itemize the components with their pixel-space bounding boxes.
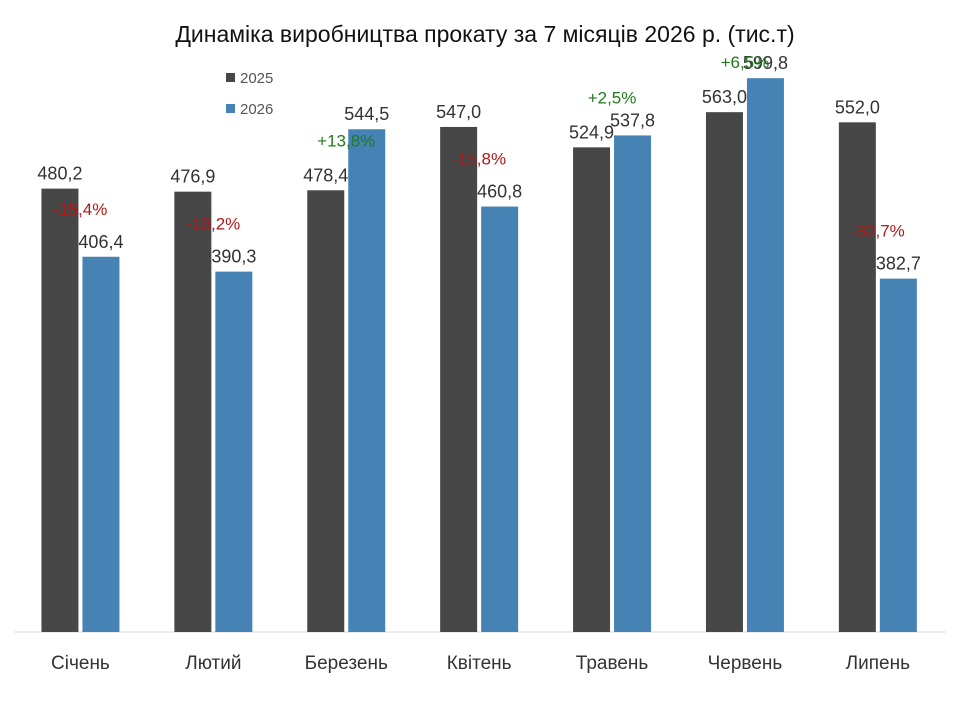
change-label-2: +13,8%: [317, 131, 375, 150]
legend-swatch-2025: [226, 73, 235, 82]
change-label-3: -15,8%: [452, 150, 506, 169]
category-label-3: Квітень: [447, 653, 512, 674]
legend: 2025 2026: [226, 70, 273, 118]
value-label-2025-4: 524,9: [569, 122, 614, 142]
bar-2025-4: [573, 147, 611, 632]
value-label-2025-0: 480,2: [37, 164, 82, 184]
bar-2026-6: [879, 278, 917, 632]
bar-2025-5: [705, 112, 743, 632]
value-label-2026-2: 544,5: [344, 104, 389, 124]
value-label-2026-5: 599,8: [743, 53, 788, 73]
category-label-0: Січень: [51, 653, 110, 674]
category-label-2: Березень: [305, 653, 388, 674]
bar-2026-4: [614, 135, 652, 632]
bar-2026-3: [481, 206, 519, 632]
bar-2025-6: [838, 122, 876, 632]
bar-2026-1: [215, 271, 253, 632]
bar-2026-5: [746, 78, 784, 632]
value-label-2026-3: 460,8: [477, 182, 522, 202]
value-label-2026-4: 537,8: [610, 110, 655, 130]
labels-group: 480,2 406,4 -15,4% Січень 476,9 390,3 -18,2% Лю…: [37, 53, 920, 674]
change-label-1: -18,2%: [186, 215, 240, 234]
bars-group: [41, 78, 917, 632]
bar-2025-3: [440, 126, 478, 632]
category-label-5: Червень: [708, 653, 783, 674]
legend-swatch-2026: [226, 104, 235, 113]
value-label-2026-0: 406,4: [78, 232, 123, 252]
bar-2025-1: [174, 191, 212, 632]
value-label-2025-5: 563,0: [702, 87, 747, 107]
value-label-2025-3: 547,0: [436, 102, 481, 122]
change-label-6: -30,7%: [851, 222, 905, 241]
change-label-5: +6,5%: [721, 53, 770, 72]
category-label-6: Липень: [846, 653, 910, 674]
chart-title: Динаміка виробництва прокату за 7 місяці…: [175, 21, 794, 47]
value-label-2025-6: 552,0: [835, 97, 880, 117]
value-label-2025-2: 478,4: [303, 165, 348, 185]
value-label-2026-6: 382,7: [876, 254, 921, 274]
bar-2025-2: [307, 190, 345, 632]
category-label-4: Травень: [576, 653, 649, 674]
bar-2026-2: [348, 129, 386, 632]
value-label-2026-1: 390,3: [211, 247, 256, 267]
legend-label-2026: 2026: [240, 101, 273, 118]
change-label-0: -15,4%: [54, 200, 108, 219]
legend-label-2025: 2025: [240, 70, 273, 87]
change-label-4: +2,5%: [588, 88, 637, 107]
value-label-2025-1: 476,9: [170, 167, 215, 187]
bar-2026-0: [82, 256, 120, 632]
category-label-1: Лютий: [185, 653, 241, 674]
bar-2025-0: [41, 188, 79, 632]
